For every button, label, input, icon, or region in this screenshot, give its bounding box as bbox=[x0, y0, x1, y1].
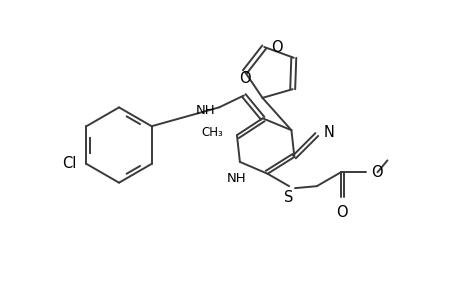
Text: NH: NH bbox=[227, 172, 246, 185]
Text: S: S bbox=[284, 190, 293, 205]
Text: NH: NH bbox=[195, 104, 215, 117]
Text: O: O bbox=[336, 205, 347, 220]
Text: O: O bbox=[371, 165, 382, 180]
Text: CH₃: CH₃ bbox=[201, 126, 223, 139]
Text: Cl: Cl bbox=[62, 156, 76, 171]
Text: O: O bbox=[271, 40, 282, 55]
Text: O: O bbox=[239, 70, 250, 86]
Text: N: N bbox=[323, 125, 334, 140]
